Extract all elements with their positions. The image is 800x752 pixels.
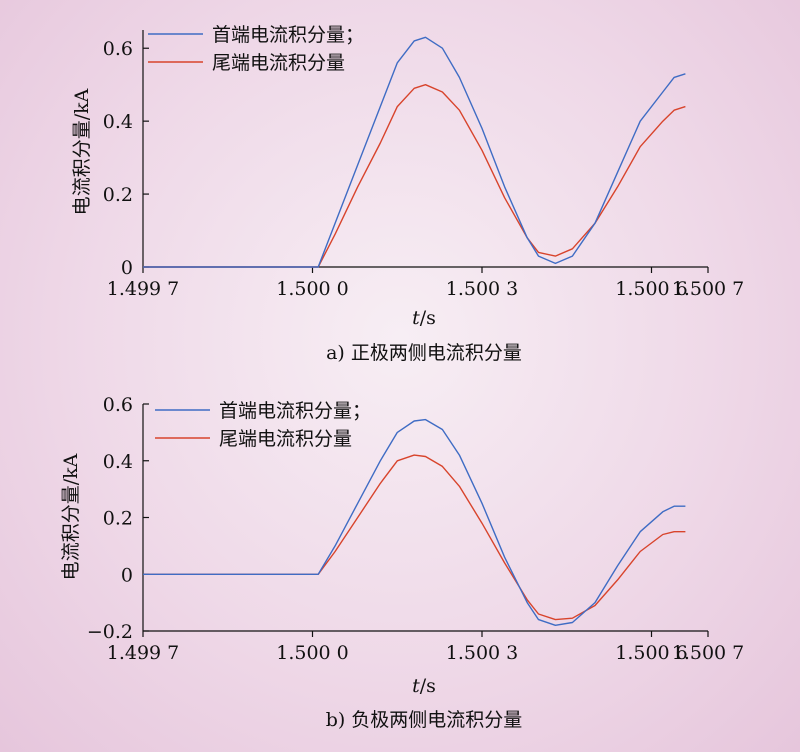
chart-a-x-tick-label: 1.500 0	[276, 278, 349, 300]
chart-b-plot-area: 1.499 7 1.500 0 1.500 3 1.500 61.500 7 −0.2 0…	[87, 394, 744, 664]
chart-b: 1.499 7 1.500 0 1.500 3 1.500 61.500 7 −0.2 0…	[60, 394, 744, 731]
chart-b-y-tick-label: −0.2	[87, 621, 133, 643]
chart-a-x-tick-label: 1.500 6	[615, 278, 688, 300]
chart-b-x-tick-label: 1.500 3	[446, 642, 519, 664]
chart-a-x-tick-label: 1.500 3	[446, 278, 519, 300]
chart-b-y-tick-label: 0	[121, 564, 133, 586]
chart-a-caption: a) 正极两侧电流积分量	[326, 342, 522, 364]
chart-a-legend-label-1: 首端电流积分量；	[212, 24, 364, 46]
chart-b-x-tick-label: 1.500 6	[615, 642, 688, 664]
chart-b-series-2-line	[143, 454, 686, 621]
chart-a-x-tick-label: 1.499 7	[107, 278, 180, 300]
chart-a-legend-label-2: 尾端电流积分量	[212, 52, 345, 74]
chart-b-y-tick-label: 0.2	[103, 508, 133, 530]
chart-b-xlabel-unit: /s	[420, 675, 436, 697]
chart-a-xlabel: t/s	[412, 307, 436, 329]
chart-b-xlabel-var: t	[412, 675, 420, 697]
chart-b-x-tick-label: 1.500 0	[276, 642, 349, 664]
chart-b-legend-label-2: 尾端电流积分量	[219, 428, 352, 450]
chart-a-ylabel: 电流积分量/kA	[71, 88, 93, 215]
chart-a-y-tick-label: 0.4	[103, 111, 133, 133]
chart-a-series-2-line	[143, 83, 686, 268]
chart-a-x-tick-label: 1.500 7	[672, 278, 745, 300]
chart-b-caption: b) 负极两侧电流积分量	[326, 709, 523, 731]
chart-b-x-tick-label: 1.499 7	[107, 642, 180, 664]
chart-a-y-tick-label: 0	[121, 257, 133, 279]
chart-a-plot-area: 1.499 7 1.500 0 1.500 3 1.500 61.500 7 0 0.2 0…	[103, 24, 744, 300]
chart-a-y-tick-label: 0.2	[103, 184, 133, 206]
chart-b-y-tick-label: 0.6	[103, 394, 133, 416]
chart-a-y-tick-label: 0.6	[103, 38, 133, 60]
chart-b-x-tick-label: 1.500 7	[672, 642, 745, 664]
chart-b-ylabel: 电流积分量/kA	[60, 453, 82, 580]
chart-b-xlabel: t/s	[412, 675, 436, 697]
chart-b-series-1-line	[143, 418, 686, 626]
chart-a: 1.499 7 1.500 0 1.500 3 1.500 61.500 7 0 0.2 0…	[71, 24, 744, 364]
chart-a-xlabel-var: t	[412, 307, 420, 329]
chart-b-y-tick-label: 0.4	[103, 451, 133, 473]
chart-b-legend-label-1: 首端电流积分量；	[219, 400, 371, 422]
chart-a-xlabel-unit: /s	[420, 307, 436, 329]
chart-a-series-1-line	[143, 36, 686, 268]
